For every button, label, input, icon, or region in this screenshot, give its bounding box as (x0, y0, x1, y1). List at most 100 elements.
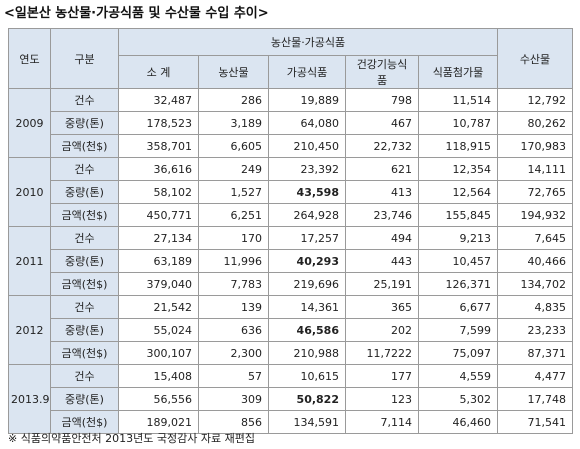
year-cell: 2009 (8, 88, 51, 158)
value-cell: 46,586 (268, 318, 346, 342)
value-cell: 71,541 (497, 410, 573, 434)
value-cell: 443 (345, 249, 419, 273)
header-cell: 식품첨가물 (418, 55, 498, 89)
row-label: 금액(천$) (50, 341, 119, 365)
value-cell: 798 (345, 88, 419, 112)
data-row: 중량(톤) 63,189 11,996 40,293 443 10,457 40,466 (9, 249, 573, 273)
value-cell: 19,889 (268, 88, 346, 112)
row-label: 중량(톤) (50, 318, 119, 342)
value-cell: 170 (198, 226, 269, 250)
data-row: 중량(톤) 58,102 1,527 43,598 413 12,564 72,765 (9, 180, 573, 204)
row-label: 중량(톤) (50, 249, 119, 273)
row-label: 금액(천$) (50, 134, 119, 158)
value-cell: 856 (198, 410, 269, 434)
data-row: 중량(톤) 55,024 636 46,586 202 7,599 23,233 (9, 318, 573, 342)
value-cell: 178,523 (118, 111, 199, 135)
value-cell: 11,7222 (345, 341, 419, 365)
value-cell: 210,450 (268, 134, 346, 158)
header-row: 연도 구분 농산물·가공식품 수산물 (8, 28, 573, 89)
value-cell: 300,107 (118, 341, 199, 365)
value-cell: 5,302 (418, 387, 498, 411)
year-group: 2013.9 건수 15,408 57 10,615 177 4,559 4,477 중량(톤)… (8, 364, 573, 434)
value-cell: 14,111 (497, 157, 573, 181)
value-cell: 219,696 (268, 272, 346, 296)
value-cell: 264,928 (268, 203, 346, 227)
value-cell: 25,191 (345, 272, 419, 296)
value-cell: 194,932 (497, 203, 573, 227)
value-cell: 7,599 (418, 318, 498, 342)
header-cell: 연도 (8, 28, 51, 89)
value-cell: 10,615 (268, 364, 346, 388)
value-cell: 379,040 (118, 272, 199, 296)
row-label: 금액(천$) (50, 203, 119, 227)
header-cell: 수산물 (497, 28, 573, 89)
value-cell: 17,257 (268, 226, 346, 250)
data-row: 2012 건수 21,542 139 14,361 365 6,677 4,835 (8, 295, 573, 365)
value-cell: 75,097 (418, 341, 498, 365)
value-cell: 11,996 (198, 249, 269, 273)
header-cell: 소 계 (118, 55, 199, 89)
year-cell: 2010 (8, 157, 51, 227)
row-label: 금액(천$) (50, 410, 119, 434)
value-cell: 10,457 (418, 249, 498, 273)
data-row: 금액(천$) 300,107 2,300 210,988 11,7222 75,097 87… (9, 341, 573, 365)
value-cell: 494 (345, 226, 419, 250)
value-cell: 118,915 (418, 134, 498, 158)
value-cell: 202 (345, 318, 419, 342)
value-cell: 365 (345, 295, 419, 319)
value-cell: 56,556 (118, 387, 199, 411)
row-label: 금액(천$) (50, 272, 119, 296)
value-cell: 87,371 (497, 341, 573, 365)
value-cell: 14,361 (268, 295, 346, 319)
value-cell: 23,746 (345, 203, 419, 227)
year-group: 2011 건수 27,134 170 17,257 494 9,213 7,645 중량(톤) 6… (8, 226, 573, 296)
header-cell: 건강기능식품 (345, 55, 419, 89)
value-cell: 27,134 (118, 226, 199, 250)
value-cell: 358,701 (118, 134, 199, 158)
data-row: 중량(톤) 56,556 309 50,822 123 5,302 17,748 (9, 387, 573, 411)
value-cell: 32,487 (118, 88, 199, 112)
value-cell: 134,702 (497, 272, 573, 296)
value-cell: 621 (345, 157, 419, 181)
value-cell: 55,024 (118, 318, 199, 342)
value-cell: 7,783 (198, 272, 269, 296)
value-cell: 7,114 (345, 410, 419, 434)
value-cell: 58,102 (118, 180, 199, 204)
row-label: 건수 (50, 364, 119, 388)
data-row: 금액(천$) 450,771 6,251 264,928 23,746 155,845 19… (9, 203, 573, 227)
data-row: 2009 건수 32,487 286 19,889 798 11,514 12,792 (8, 88, 573, 158)
value-cell: 50,822 (268, 387, 346, 411)
row-label: 중량(톤) (50, 387, 119, 411)
import-table: 연도 구분 농산물·가공식품 수산물 소 계 농산물 가공식품 건강기능식품 식품첨가물 200… (8, 28, 573, 434)
data-row: 금액(천$) 189,021 856 134,591 7,114 46,460 71,541 (9, 410, 573, 434)
title: <일본산 농산물·가공식품 및 수산물 수입 추이> (4, 6, 269, 21)
value-cell: 21,542 (118, 295, 199, 319)
value-cell: 6,251 (198, 203, 269, 227)
row-label: 건수 (50, 88, 119, 112)
value-cell: 80,262 (497, 111, 573, 135)
value-cell: 139 (198, 295, 269, 319)
year-group: 2010 건수 36,616 249 23,392 621 12,354 14,111 중량(톤… (8, 157, 573, 227)
value-cell: 40,293 (268, 249, 346, 273)
value-cell: 64,080 (268, 111, 346, 135)
value-cell: 6,605 (198, 134, 269, 158)
year-cell: 2012 (8, 295, 51, 365)
value-cell: 123 (345, 387, 419, 411)
value-cell: 63,189 (118, 249, 199, 273)
value-cell: 450,771 (118, 203, 199, 227)
value-cell: 22,732 (345, 134, 419, 158)
value-cell: 72,765 (497, 180, 573, 204)
year-cell: 2013.9 (8, 364, 51, 434)
year-cell: 2011 (8, 226, 51, 296)
value-cell: 249 (198, 157, 269, 181)
row-label: 중량(톤) (50, 111, 119, 135)
header-cell: 가공식품 (268, 55, 346, 89)
value-cell: 413 (345, 180, 419, 204)
value-cell: 4,835 (497, 295, 573, 319)
value-cell: 4,477 (497, 364, 573, 388)
value-cell: 636 (198, 318, 269, 342)
value-cell: 4,559 (418, 364, 498, 388)
row-label: 건수 (50, 157, 119, 181)
value-cell: 134,591 (268, 410, 346, 434)
